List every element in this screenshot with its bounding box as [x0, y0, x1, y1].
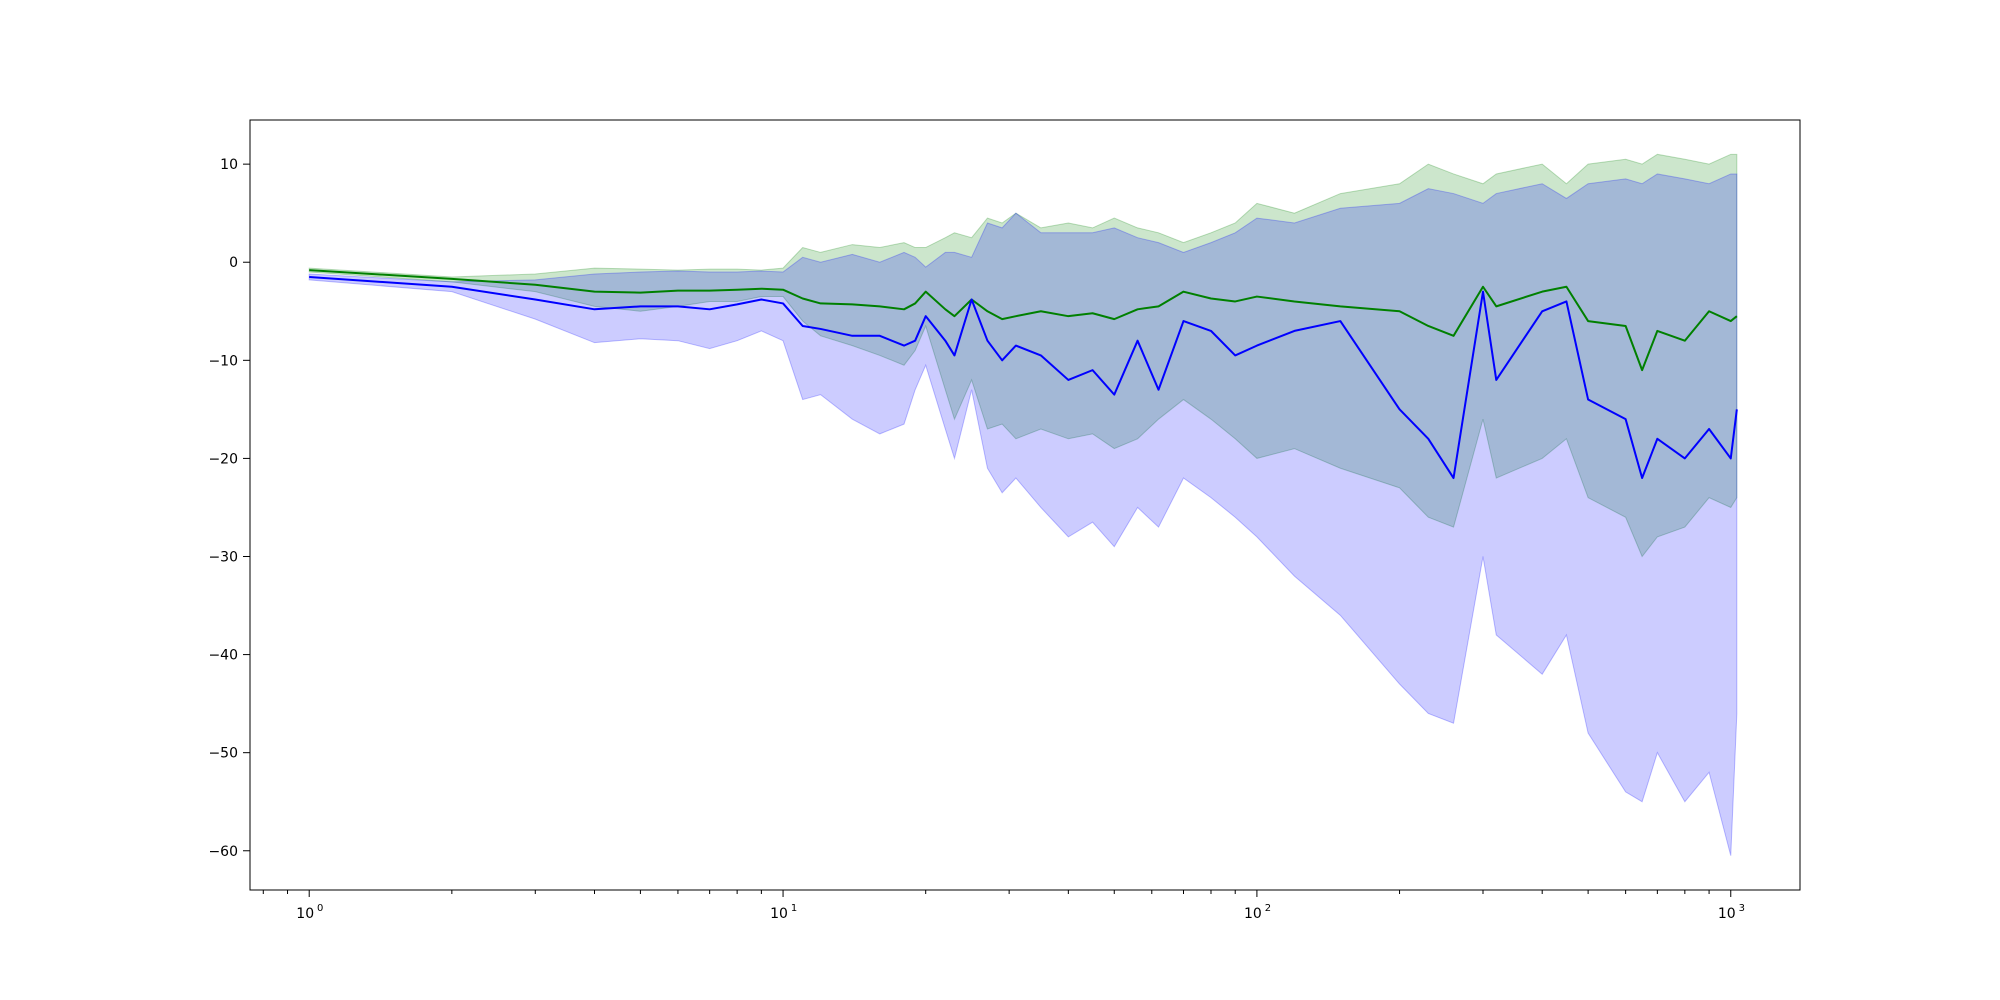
y-axis: 10 0 −10 −20 −30 −40 −50 −60	[208, 157, 250, 860]
x-tick-label: 10	[1718, 906, 1736, 922]
y-tick-label: −60	[208, 844, 238, 860]
x-tick-label-exponent: 0	[317, 903, 323, 914]
y-tick-label: −20	[208, 451, 238, 467]
series-lines	[309, 269, 1738, 480]
x-tick-label: 10	[770, 906, 788, 922]
y-tick-label: −10	[208, 353, 238, 369]
x-tick-label-exponent: 2	[1265, 903, 1271, 914]
y-tick-label: −50	[208, 746, 238, 762]
x-axis: 10 0 10 1 10 2 10 3	[262, 890, 1745, 922]
y-tick-label: −40	[208, 648, 238, 664]
green-series-line	[309, 269, 1738, 372]
blue-confidence-band	[308, 173, 1738, 856]
y-tick-label: −30	[208, 549, 238, 565]
green-confidence-band	[308, 153, 1738, 558]
x-tick-label-exponent: 3	[1739, 903, 1745, 914]
x-tick-label: 10	[296, 906, 314, 922]
plot-frame	[249, 119, 1801, 891]
y-tick-label: 0	[229, 255, 238, 271]
blue-series-line	[309, 275, 1738, 480]
x-tick-label-exponent: 1	[791, 903, 797, 914]
confidence-bands	[308, 153, 1738, 856]
y-tick-label: 10	[220, 157, 238, 173]
x-tick-label: 10	[1244, 906, 1262, 922]
